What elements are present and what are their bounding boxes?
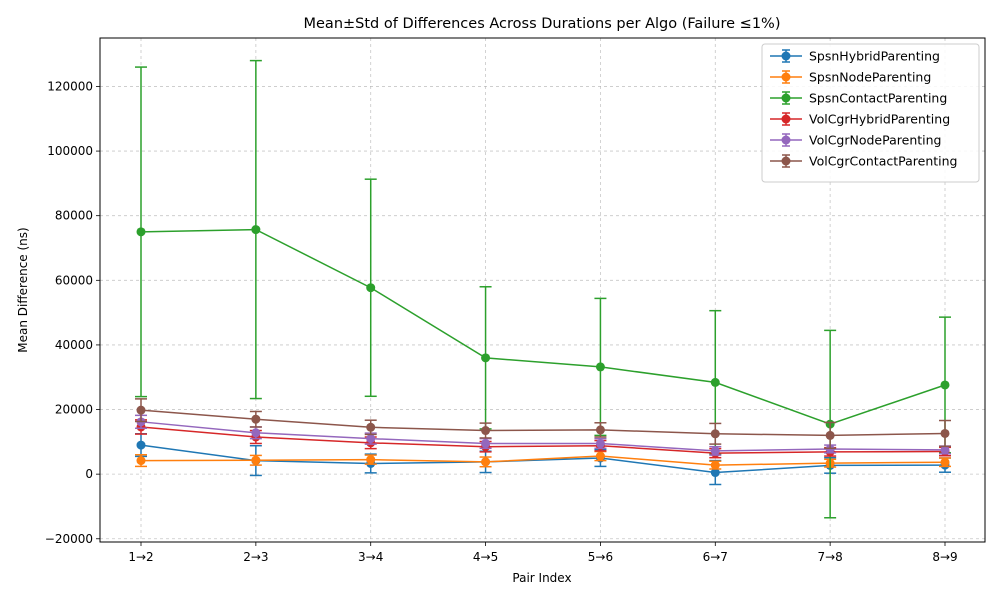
series-line [140, 444, 946, 474]
data-point [940, 445, 950, 455]
legend: SpsnHybridParenting SpsnNodeParenting Spsn… [761, 43, 980, 183]
legend-label: SpsnHybridParenting [809, 49, 940, 64]
data-point [595, 362, 605, 372]
data-point [136, 227, 146, 237]
chart-title: Mean±Std of Differences Across Durations… [304, 16, 781, 32]
series-SpsnNodeParenting [135, 450, 951, 470]
series-layer [135, 59, 951, 519]
data-point [366, 422, 376, 432]
x-ticks: 1→2 2→3 3→4 4→5 5→6 6→7 7→8 8→9 [128, 542, 958, 564]
data-point [825, 430, 835, 440]
data-point [940, 428, 950, 438]
data-point [366, 434, 376, 444]
legend-marker [781, 156, 791, 166]
data-point [595, 438, 605, 448]
series-VolCgrContactParenting [135, 398, 951, 450]
data-point [136, 405, 146, 415]
legend-marker [781, 72, 791, 82]
legend-marker [781, 93, 791, 103]
data-point [481, 426, 491, 436]
legend-label: SpsnNodeParenting [809, 70, 931, 85]
data-point [136, 440, 146, 450]
data-point [710, 460, 720, 470]
data-point [710, 468, 720, 478]
x-tick-label: 8→9 [932, 550, 957, 564]
x-tick-label: 1→2 [128, 550, 153, 564]
data-point [710, 429, 720, 439]
series-line [140, 421, 946, 452]
series-line [140, 426, 946, 454]
legend-label: SpsnContactParenting [809, 91, 947, 106]
data-point [251, 428, 261, 438]
data-point [251, 414, 261, 424]
x-tick-label: 5→6 [588, 550, 613, 564]
y-tick-label: 60000 [55, 273, 93, 287]
x-tick-label: 2→3 [243, 550, 268, 564]
y-tick-label: 40000 [55, 338, 93, 352]
series-line [140, 409, 946, 437]
data-point [481, 438, 491, 448]
x-axis-label: Pair Index [512, 571, 571, 585]
legend-label: VolCgrHybridParenting [809, 112, 950, 127]
x-tick-label: 4→5 [473, 550, 498, 564]
series-line [140, 228, 946, 425]
legend-label: VolCgrContactParenting [809, 154, 957, 169]
data-point [940, 380, 950, 390]
x-tick-label: 3→4 [358, 550, 383, 564]
data-point [481, 353, 491, 363]
data-point [136, 456, 146, 466]
y-ticks: −20000 0 20000 40000 60000 80000 100000 120000 [45, 79, 100, 546]
x-tick-label: 7→8 [817, 550, 842, 564]
legend-marker [781, 114, 791, 124]
plot-frame [99, 37, 986, 543]
y-tick-label: 20000 [55, 403, 93, 417]
x-tick-label: 6→7 [703, 550, 728, 564]
y-tick-label: −20000 [45, 532, 93, 546]
y-tick-label: 80000 [55, 209, 93, 223]
data-point [251, 455, 261, 465]
data-point [251, 225, 261, 235]
data-point [481, 457, 491, 467]
data-point [710, 446, 720, 456]
data-point [710, 377, 720, 387]
legend-label: VolCgrNodeParenting [809, 133, 941, 148]
series-line [140, 455, 946, 466]
legend-box [761, 43, 980, 183]
y-tick-label: 120000 [47, 79, 93, 93]
data-point [366, 283, 376, 293]
legend-marker [781, 51, 791, 61]
data-point [366, 455, 376, 465]
legend-marker [781, 135, 791, 145]
y-tick-label: 100000 [47, 144, 93, 158]
data-point [595, 425, 605, 435]
data-point [940, 457, 950, 467]
y-axis-label: Mean Difference (ns) [16, 227, 30, 352]
data-point [595, 451, 605, 461]
y-tick-label: 0 [85, 467, 93, 481]
